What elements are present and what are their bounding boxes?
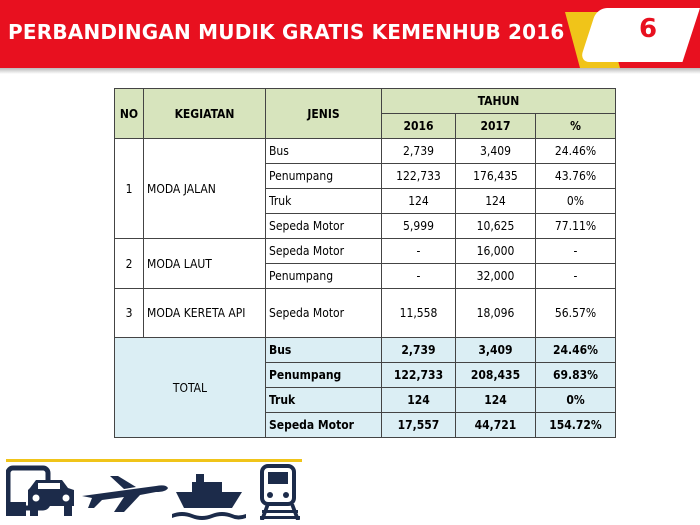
total-2016: 124 [381, 387, 456, 413]
value-percent: 77.11% [535, 213, 616, 239]
jenis-cell: Penumpang [265, 263, 382, 289]
row-number: 3 [114, 288, 144, 338]
value-2016: 2,739 [381, 138, 456, 164]
jenis-cell: Penumpang [265, 163, 382, 189]
value-2017: 124 [455, 188, 536, 214]
total-jenis-cell: Sepeda Motor [265, 412, 382, 438]
total-label: TOTAL [114, 337, 266, 438]
total-percent: 69.83% [535, 362, 616, 388]
total-jenis-cell: Penumpang [265, 362, 382, 388]
header-jenis: JENIS [265, 88, 382, 139]
kegiatan-cell: MODA KERETA API [143, 288, 266, 338]
total-2016: 2,739 [381, 337, 456, 363]
total-jenis-cell: Bus [265, 337, 382, 363]
value-2016: 11,558 [381, 288, 456, 338]
transport-icons [6, 464, 300, 520]
value-2017: 32,000 [455, 263, 536, 289]
page-title: PERBANDINGAN MUDIK GRATIS KEMENHUB 2016 … [8, 20, 653, 44]
total-row: Penumpang 122,733 208,435 69.83% [115, 362, 616, 388]
total-percent: 0% [535, 387, 616, 413]
value-2017: 10,625 [455, 213, 536, 239]
total-row: Truk 124 124 0% [115, 387, 616, 413]
kegiatan-cell: MODA LAUT [143, 238, 266, 289]
total-2017: 124 [455, 387, 536, 413]
value-2017: 18,096 [455, 288, 536, 338]
jenis-cell: Bus [265, 138, 382, 164]
total-2016: 17,557 [381, 412, 456, 438]
header-shadow [0, 68, 700, 74]
header-percent: % [535, 113, 616, 139]
value-percent: 0% [535, 188, 616, 214]
table-row: Sepeda Motor 5,999 10,625 77.11% [115, 213, 616, 239]
header-2016: 2016 [381, 113, 456, 139]
page-number: 6 [638, 14, 658, 44]
icon-bar-line [6, 459, 302, 462]
value-percent: 43.76% [535, 163, 616, 189]
total-2017: 208,435 [455, 362, 536, 388]
row-number: 2 [114, 238, 144, 289]
header-row-2: 2016 2017 % [115, 113, 616, 139]
jenis-cell: Sepeda Motor [265, 238, 382, 264]
table-row: Truk 124 124 0% [115, 188, 616, 214]
value-percent: - [535, 238, 616, 264]
total-2017: 44,721 [455, 412, 536, 438]
total-jenis-cell: Truk [265, 387, 382, 413]
value-percent: 56.57% [535, 288, 616, 338]
jenis-cell: Sepeda Motor [265, 288, 382, 338]
row-number: 1 [114, 138, 144, 239]
jenis-cell: Sepeda Motor [265, 213, 382, 239]
value-2017: 16,000 [455, 238, 536, 264]
ship-icon [172, 474, 246, 520]
kegiatan-cell: MODA JALAN [143, 138, 266, 239]
table-row: Penumpang 122,733 176,435 43.76% [115, 163, 616, 189]
value-2016: - [381, 263, 456, 289]
header-2017: 2017 [455, 113, 536, 139]
total-2016: 122,733 [381, 362, 456, 388]
total-percent: 154.72% [535, 412, 616, 438]
total-2017: 3,409 [455, 337, 536, 363]
value-percent: - [535, 263, 616, 289]
value-2016: 122,733 [381, 163, 456, 189]
train-icon [260, 464, 300, 520]
value-2016: 5,999 [381, 213, 456, 239]
header-no: NO [114, 88, 144, 139]
total-percent: 24.46% [535, 337, 616, 363]
table-row: 3 MODA KERETA API Sepeda Motor 11,558 18… [114, 288, 616, 338]
bus-car-icon [6, 465, 74, 516]
airplane-icon [82, 476, 168, 512]
table-row: 1 MODA JALAN Bus 2,739 3,409 24.46% [114, 138, 616, 239]
value-2016: - [381, 238, 456, 264]
value-2017: 3,409 [455, 138, 536, 164]
value-2016: 124 [381, 188, 456, 214]
header-kegiatan: KEGIATAN [143, 88, 266, 139]
jenis-cell: Truk [265, 188, 382, 214]
header-tahun: TAHUN [381, 88, 616, 114]
value-2017: 176,435 [455, 163, 536, 189]
value-percent: 24.46% [535, 138, 616, 164]
total-row: TOTAL Bus 2,739 3,409 24.46% [114, 337, 616, 438]
comparison-table: NO KEGIATAN JENIS TAHUN 2016 2017 % 1 MO… [114, 88, 616, 438]
header-row-1: NO KEGIATAN JENIS TAHUN [114, 88, 616, 139]
total-row: Sepeda Motor 17,557 44,721 154.72% [115, 412, 616, 438]
table-row: 2 MODA LAUT Sepeda Motor - 16,000 - [114, 238, 616, 289]
